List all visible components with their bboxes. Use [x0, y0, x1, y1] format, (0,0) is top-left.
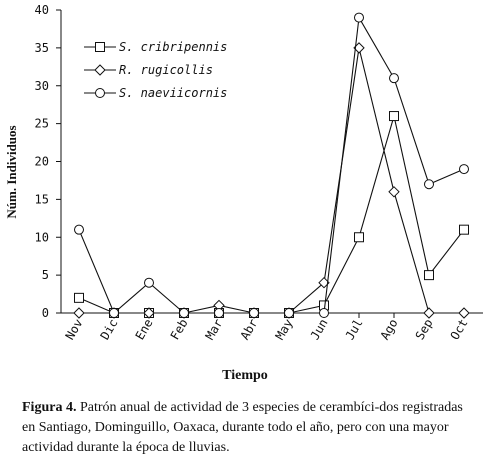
- series-line: [78, 15, 465, 314]
- data-point-circle: [109, 308, 119, 318]
- x-tick-label: Dic: [98, 317, 121, 343]
- series-diamond: [73, 42, 470, 319]
- y-tick-label: 25: [35, 117, 49, 131]
- figure-caption: Figura 4. Patrón anual de actividad de 3…: [22, 398, 472, 458]
- x-axis-label: Tiempo: [222, 368, 268, 383]
- x-tick-label: May: [273, 317, 296, 343]
- series-layer: [73, 12, 470, 319]
- x-tick-label: Ene: [133, 317, 156, 343]
- legend: S. cribripennis R. rugicollis S. naeviicor…: [84, 40, 227, 100]
- data-point-circle: [74, 224, 84, 235]
- y-tick-label: 40: [35, 3, 49, 17]
- series-circle: [74, 12, 469, 318]
- caption-label: Figura 4.: [22, 400, 77, 415]
- data-point-circle: [354, 12, 364, 23]
- x-tick-label: Feb: [168, 317, 191, 343]
- x-tick-label: Mar: [203, 317, 226, 343]
- data-point-circle: [284, 308, 294, 318]
- data-point-circle: [144, 277, 154, 288]
- legend-marker-circle: [95, 88, 105, 98]
- data-point-circle: [459, 164, 469, 175]
- y-tick-label: 15: [35, 192, 49, 206]
- data-point-diamond: [73, 307, 85, 319]
- data-point-square: [424, 270, 434, 281]
- x-tick-label: Ago: [378, 317, 401, 343]
- data-point-circle: [249, 308, 259, 318]
- x-tick-label: Jun: [308, 317, 331, 343]
- y-tick-label: 10: [35, 230, 49, 244]
- series-square: [74, 111, 469, 318]
- data-point-circle: [424, 179, 434, 190]
- x-tick-label: Oct: [448, 317, 471, 343]
- data-point-circle: [389, 73, 399, 84]
- legend-label: S. cribripennis: [119, 40, 227, 54]
- legend-marker-diamond: [94, 64, 106, 76]
- data-point-square: [354, 232, 364, 243]
- x-tick-label: Abr: [238, 317, 261, 343]
- y-tick-label: 20: [35, 155, 49, 169]
- data-point-circle: [214, 308, 224, 318]
- y-tick-label: 30: [35, 79, 49, 93]
- y-tick-label: 35: [35, 41, 49, 55]
- line-chart: 0 5 10 15 20 25 30 35 40 Nov Dic Ene Feb Mar Abr May Ju…: [4, 3, 483, 383]
- y-axis-ticks: 0 5 10 15 20 25 30 35 40: [35, 3, 61, 320]
- data-point-square: [389, 111, 399, 122]
- y-tick-label: 5: [42, 268, 49, 282]
- y-tick-label: 0: [42, 306, 49, 320]
- axes: [60, 10, 483, 314]
- x-axis-ticks: Nov Dic Ene Feb Mar Abr May Jun Jul Ago Sep Oct: [63, 313, 471, 342]
- x-tick-label: Sep: [413, 317, 436, 343]
- x-tick-label: Jul: [343, 317, 366, 343]
- data-point-square: [459, 224, 469, 235]
- x-tick-label: Nov: [63, 317, 86, 343]
- data-point-diamond: [388, 186, 400, 198]
- legend-marker-square: [95, 42, 105, 52]
- legend-label: R. rugicollis: [119, 63, 213, 77]
- data-point-square: [74, 292, 84, 303]
- data-point-diamond: [423, 307, 435, 319]
- data-point-diamond: [458, 307, 470, 319]
- caption-text: Patrón anual de actividad de 3 especies …: [22, 400, 463, 455]
- series-line: [78, 115, 465, 314]
- data-point-circle: [179, 308, 189, 318]
- data-point-diamond: [143, 307, 155, 319]
- legend-label: S. naeviicornis: [119, 86, 227, 100]
- data-point-circle: [319, 308, 329, 318]
- y-axis-label: Núm. Individuos: [4, 125, 19, 218]
